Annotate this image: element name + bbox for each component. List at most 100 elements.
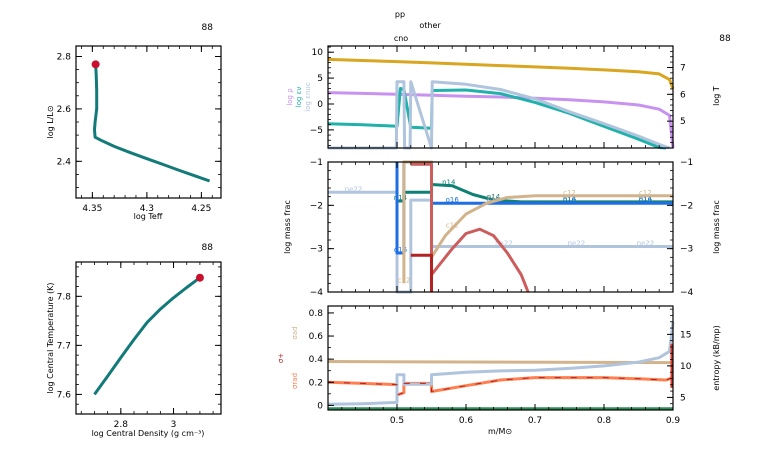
mid-y2label: log mass frac: [712, 200, 721, 254]
ylabel-log-eps-nuc: log εnuc: [304, 82, 312, 112]
mid-ytick-label: −2: [310, 201, 323, 211]
bot-right-ytick-label: 5: [680, 393, 686, 403]
ylabel-sigma-rad: σrad: [291, 373, 299, 389]
abundance-label-c12: c12: [487, 194, 500, 202]
hr-ytick-label: 2.8: [57, 52, 72, 62]
top-frame: [327, 45, 674, 149]
hr-model-number: 88: [202, 23, 214, 33]
abundance-label-n14: n14: [487, 193, 501, 201]
bot-xtick-label: 0.7: [528, 416, 542, 426]
top-right-ytick-label: 6: [680, 90, 686, 100]
bot-ytick-label: 0: [317, 401, 323, 411]
ylabel-log-eps-nu: log εν: [295, 87, 303, 108]
bot-frame: [327, 305, 674, 411]
hr-xtick-label: 4.3: [140, 204, 154, 214]
abundance-label-o16: o16: [394, 246, 408, 254]
gradient-line-grad-rad: [327, 376, 674, 397]
top-series-log-eps_nu: [327, 87, 667, 150]
hr-current-point: [91, 60, 100, 69]
hr-ytick-label: 2.6: [57, 105, 72, 115]
top-right-ytick-label: 5: [680, 117, 686, 127]
bot-xtick-label: 0.6: [459, 416, 474, 426]
hr-diagram-panel: 88 4.35 4.3 4.25 2.4 2.6 2.8 log Teff log L/L…: [46, 23, 222, 221]
abundance-label-ne22: ne22: [568, 240, 586, 248]
mid-right-ytick-label: −3: [680, 245, 693, 255]
ylabel-log-T: log T: [712, 86, 721, 106]
top-series-log-rho: [327, 91, 675, 149]
mid-right-ytick-label: −1: [680, 158, 693, 168]
ylabel-sigma-plus: σ+: [277, 353, 285, 363]
tc-model-number: 88: [202, 243, 214, 253]
abundance-label-n14: n14: [394, 194, 408, 202]
abundance-line-o16: [395, 160, 673, 255]
top-right-ytick-label: 7: [680, 63, 686, 73]
tc-track-line: [93, 276, 201, 396]
abundance-line-he4: [410, 162, 530, 293]
tc-xtick-label: 2.8: [114, 420, 129, 430]
hr-frame: [75, 45, 222, 199]
top-series-log-eps_nuc: [328, 80, 670, 150]
profile-gradient-panel: 0.5 0.6 0.7 0.8 0.9 0 0.2 0.4 0.6 0.8 5 10 15 σad σ+…: [277, 305, 721, 436]
hr-xtick-label: 4.25: [191, 204, 211, 214]
mid-ytick-label: −1: [310, 158, 323, 168]
gradient-line-entropy: [327, 321, 675, 406]
tc-frame: [75, 261, 222, 415]
bot-ytick-label: 0.8: [309, 309, 324, 319]
mid-ytick-label: −3: [310, 245, 323, 255]
profile-model-number: 88: [719, 34, 731, 44]
tc-ytick-label: 7.8: [57, 292, 72, 302]
mid-right-ytick-label: −4: [680, 288, 694, 298]
abundance-label-c12: c12: [446, 221, 459, 229]
abundance-label-c12: c12: [639, 189, 652, 197]
mid-ylabel: log mass frac: [283, 200, 292, 254]
abundance-line-h1: [410, 253, 433, 292]
bot-ytick-label: 0.6: [309, 332, 324, 342]
top-ytick-label: 0: [317, 100, 323, 110]
hr-ytick-label: 2.4: [57, 157, 72, 167]
burn-label-cno: cno: [394, 34, 408, 43]
tc-rhoc-panel: 88 2.8 3 7.6 7.7 7.8 log Central Density (g …: [46, 243, 222, 438]
abundance-label-ne22: ne22: [345, 185, 363, 193]
abundance-line-n14: [397, 183, 673, 204]
tc-current-point: [195, 273, 204, 282]
burn-label-pp: pp: [395, 10, 405, 19]
bot-xtick-label: 0.5: [390, 416, 404, 426]
burn-label-other: other: [419, 21, 441, 30]
bot-y2label: entropy (kB/mp): [712, 325, 721, 390]
top-ytick-label: −5: [310, 126, 323, 136]
tc-ytick-label: 7.6: [57, 390, 72, 400]
bot-right-ytick-label: 10: [680, 362, 692, 372]
abundance-label-n14: n14: [442, 179, 456, 187]
top-ytick-label: 10: [312, 48, 324, 58]
tc-ylabel: log Central Temperature (K): [46, 282, 55, 393]
hr-xlabel: log Teff: [134, 212, 163, 221]
bot-ytick-label: 0.4: [309, 355, 324, 365]
ylabel-log-rho: log ρ: [286, 88, 294, 106]
abundance-label-ne22: ne22: [495, 240, 513, 248]
bot-right-ytick-label: 15: [680, 330, 691, 340]
tc-xtick-label: 3: [171, 420, 177, 430]
top-series-log-t: [327, 57, 675, 90]
bot-xtick-label: 0.8: [597, 416, 612, 426]
hr-track-line: [93, 64, 211, 183]
bot-xtick-label: 0.9: [666, 416, 681, 426]
ylabel-sigma-ad: σad: [291, 326, 299, 339]
top-ytick-label: 5: [317, 74, 323, 84]
abundance-label-c12: c12: [398, 276, 411, 284]
bot-ytick-label: 0.2: [309, 378, 323, 388]
tc-ytick-label: 7.7: [57, 341, 71, 351]
profile-top-panel: −5 0 5 10 5 6 7 log ρ log εν log εnuc log T: [286, 45, 721, 150]
abundance-label-n14: n14: [563, 195, 577, 203]
gradient-line-grad-ad: [327, 360, 674, 365]
mid-frame: [327, 161, 674, 293]
gradient-line-sigma-plus: [327, 377, 674, 396]
mid-ytick-label: −4: [310, 288, 324, 298]
abundance-label-o16: o16: [446, 196, 460, 204]
hr-ylabel: log L/L⊙: [46, 105, 55, 138]
abundance-label-n14: n14: [639, 195, 653, 203]
abundance-label-ne22: ne22: [637, 240, 655, 248]
abundance-label-o16: o16: [639, 196, 653, 204]
hr-xtick-label: 4.35: [82, 204, 102, 214]
